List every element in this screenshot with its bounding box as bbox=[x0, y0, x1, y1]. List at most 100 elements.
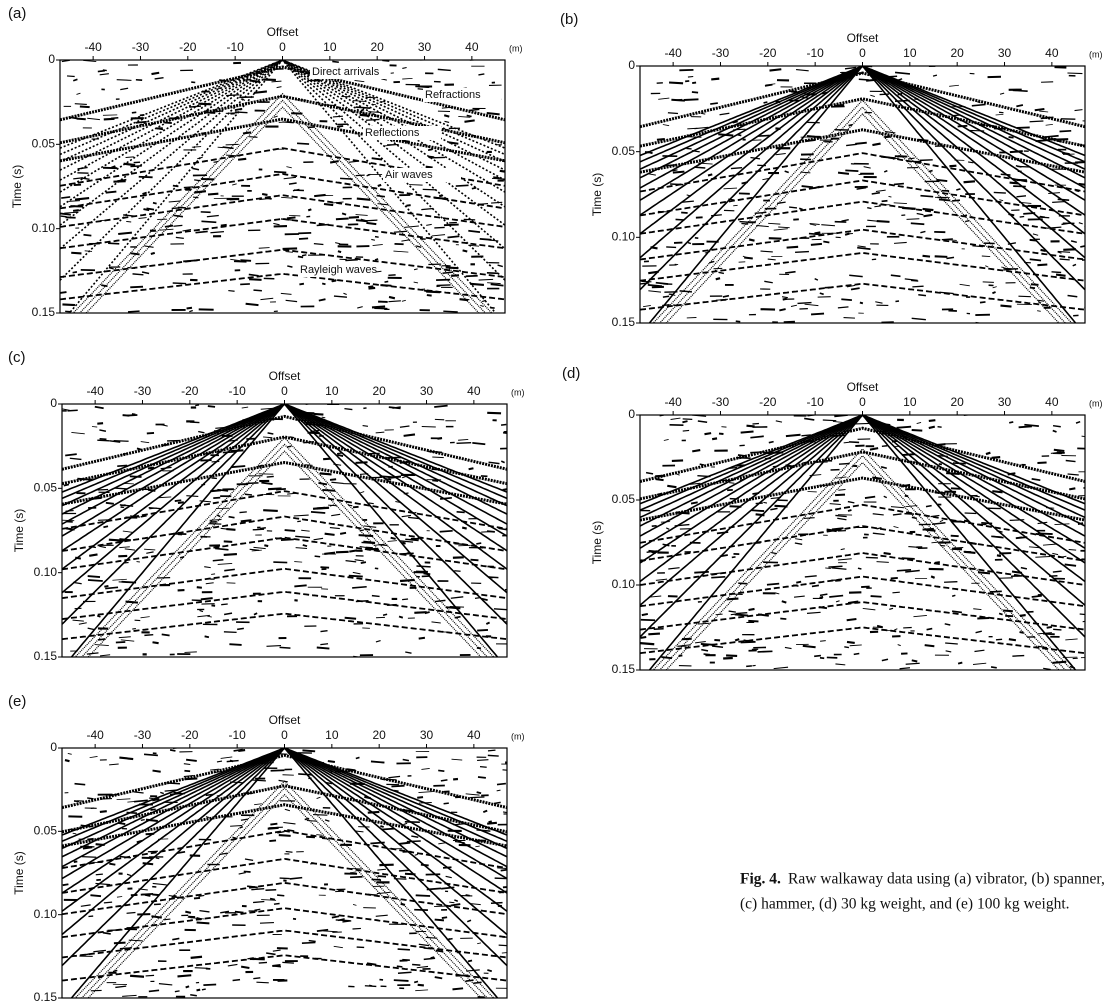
noise bbox=[345, 260, 357, 261]
panel: (c)Offset(m)Time (s)-40-30-20-1001020304… bbox=[8, 349, 525, 684]
noise bbox=[121, 640, 134, 641]
x-tick-label: 40 bbox=[465, 40, 479, 54]
noise bbox=[723, 188, 737, 189]
x-tick-label: -20 bbox=[181, 384, 199, 398]
noise bbox=[749, 239, 754, 240]
noise bbox=[692, 450, 700, 451]
noise bbox=[371, 239, 375, 240]
noise bbox=[302, 255, 306, 256]
x-axis-title: Offset bbox=[269, 369, 301, 383]
annotation: Air waves bbox=[385, 169, 433, 181]
noise bbox=[711, 577, 725, 578]
noise bbox=[308, 209, 311, 210]
noise bbox=[779, 309, 785, 310]
noise bbox=[732, 557, 736, 558]
noise bbox=[295, 536, 310, 537]
noise bbox=[867, 208, 871, 209]
noise bbox=[263, 437, 272, 438]
noise bbox=[281, 539, 294, 540]
noise bbox=[314, 195, 325, 196]
noise bbox=[330, 479, 336, 480]
noise bbox=[361, 109, 364, 110]
noise bbox=[230, 760, 233, 761]
x-axis-title: Offset bbox=[847, 31, 879, 45]
noise bbox=[1035, 109, 1045, 110]
noise bbox=[211, 478, 216, 479]
y-axis-title: Time (s) bbox=[12, 851, 26, 895]
noise bbox=[805, 304, 819, 305]
x-tick-label: -10 bbox=[806, 395, 824, 409]
noise bbox=[287, 266, 292, 267]
noise bbox=[1065, 564, 1076, 565]
noise bbox=[361, 562, 366, 563]
noise bbox=[849, 125, 853, 126]
panel-label: (c) bbox=[8, 349, 26, 366]
x-tick-label: -20 bbox=[759, 395, 777, 409]
noise bbox=[648, 634, 660, 635]
noise bbox=[153, 771, 161, 772]
noise bbox=[741, 432, 754, 433]
noise bbox=[249, 279, 261, 280]
y-axis-title: Time (s) bbox=[10, 165, 24, 209]
noise bbox=[233, 980, 240, 981]
noise bbox=[700, 464, 704, 465]
noise bbox=[404, 434, 415, 435]
noise bbox=[1046, 124, 1053, 125]
noise bbox=[422, 426, 436, 427]
noise bbox=[80, 106, 90, 107]
noise bbox=[964, 181, 975, 182]
noise bbox=[871, 596, 882, 597]
reflection-event bbox=[62, 614, 507, 640]
noise bbox=[311, 512, 325, 513]
noise bbox=[224, 554, 237, 555]
x-tick-label: 40 bbox=[1045, 395, 1059, 409]
noise bbox=[217, 761, 222, 762]
noise bbox=[334, 946, 343, 947]
noise bbox=[103, 526, 108, 527]
noise bbox=[1003, 268, 1017, 269]
x-tick-label: 10 bbox=[325, 728, 339, 742]
seismic-traces bbox=[640, 414, 1094, 698]
annotation: Reflections bbox=[365, 127, 420, 139]
noise bbox=[320, 631, 327, 632]
noise bbox=[704, 433, 711, 434]
noise bbox=[786, 435, 801, 436]
noise bbox=[973, 496, 979, 497]
noise bbox=[929, 427, 935, 428]
noise bbox=[444, 115, 449, 116]
noise bbox=[920, 231, 925, 232]
noise bbox=[184, 771, 190, 772]
noise bbox=[151, 253, 155, 254]
noise bbox=[376, 641, 381, 642]
noise bbox=[290, 878, 303, 879]
noise bbox=[178, 207, 186, 208]
noise bbox=[414, 282, 418, 283]
noise bbox=[286, 300, 297, 301]
noise bbox=[848, 502, 855, 503]
noise bbox=[294, 515, 309, 516]
noise bbox=[152, 642, 158, 643]
noise bbox=[389, 297, 395, 298]
noise bbox=[958, 663, 962, 664]
noise bbox=[112, 166, 116, 167]
noise bbox=[870, 448, 878, 449]
noise bbox=[263, 510, 278, 511]
noise bbox=[1035, 557, 1050, 558]
noise bbox=[845, 234, 849, 235]
noise bbox=[434, 406, 447, 407]
noise bbox=[912, 318, 926, 319]
noise bbox=[253, 978, 260, 979]
noise bbox=[1075, 110, 1083, 111]
noise bbox=[892, 592, 899, 593]
noise bbox=[402, 78, 412, 79]
noise bbox=[404, 823, 408, 824]
noise bbox=[750, 436, 763, 437]
x-tick-label: 30 bbox=[418, 40, 432, 54]
x-tick-label: -30 bbox=[712, 46, 730, 60]
noise bbox=[353, 572, 361, 573]
noise bbox=[877, 562, 889, 563]
noise bbox=[412, 965, 420, 966]
noise bbox=[1009, 137, 1014, 138]
noise bbox=[394, 980, 409, 981]
noise bbox=[837, 518, 846, 519]
